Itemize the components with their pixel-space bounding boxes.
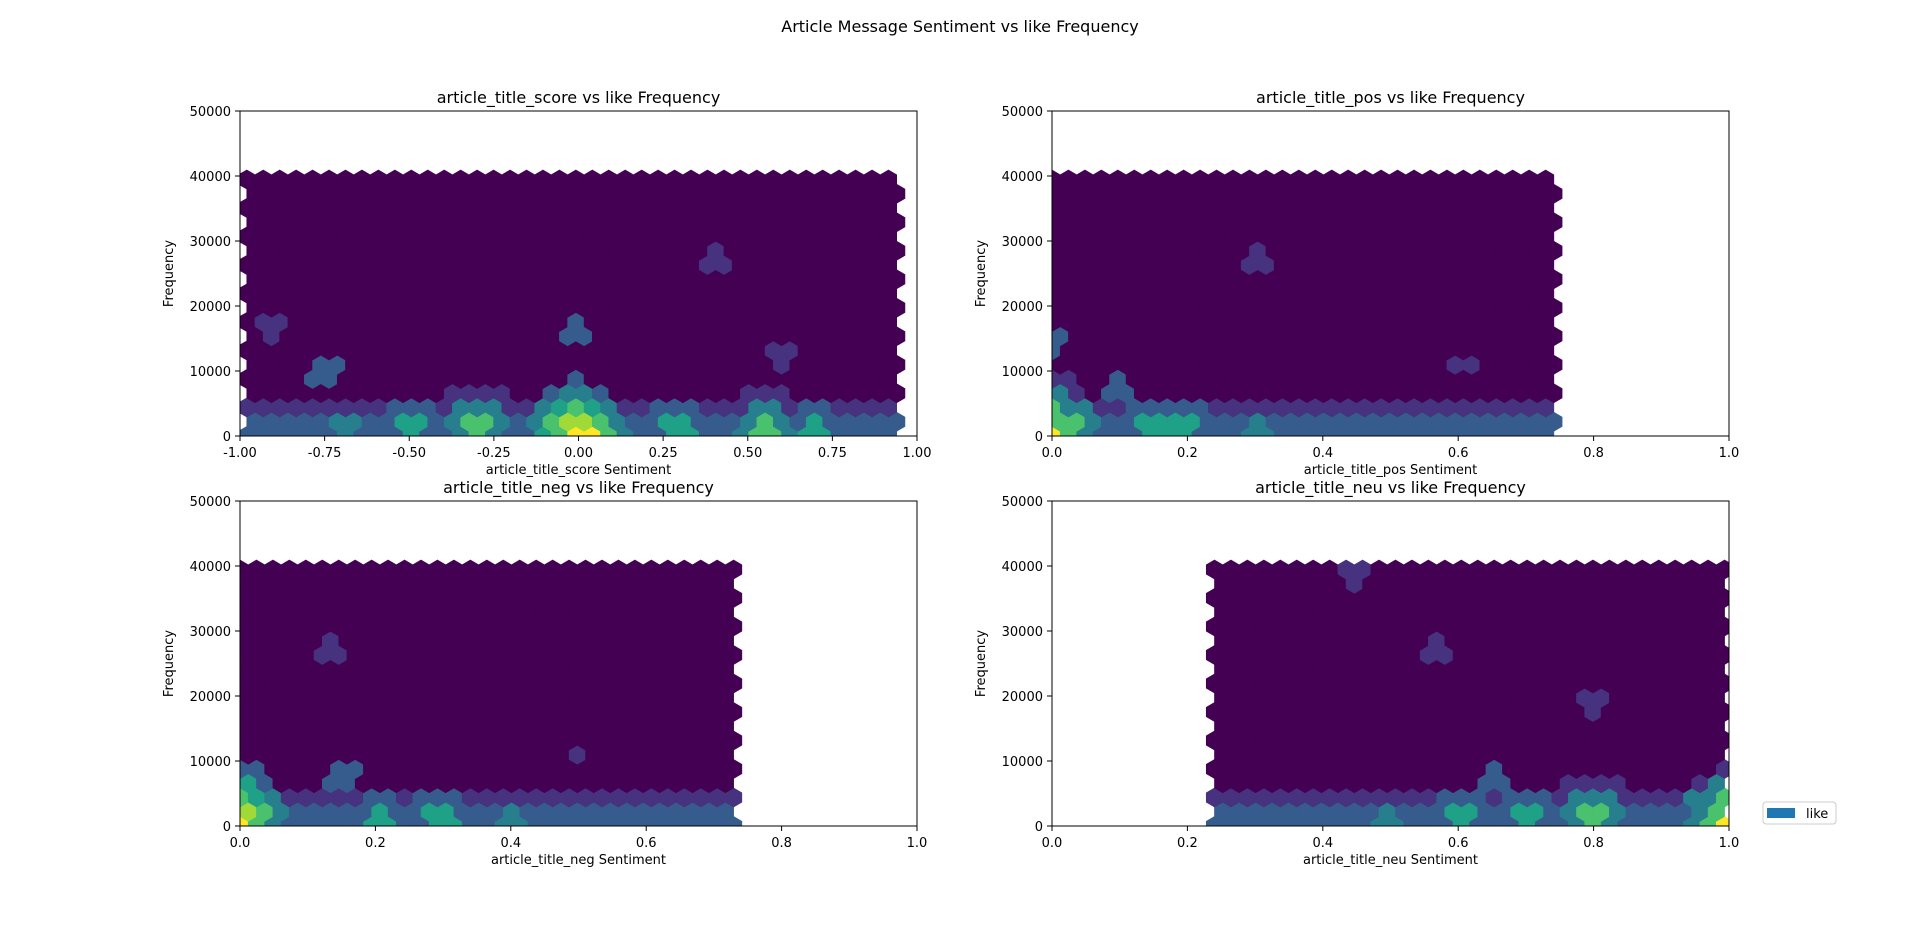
- x-tick-label: 0.75: [818, 446, 847, 461]
- x-tick-label: 0.0: [230, 836, 251, 851]
- y-tick-label: 10000: [190, 365, 231, 380]
- hexbin-cells: [1205, 559, 1729, 826]
- subplot-title: article_title_neg vs like Frequency: [443, 478, 714, 498]
- x-tick-label: 0.25: [649, 446, 678, 461]
- y-tick-label: 50000: [190, 495, 231, 510]
- subplot-title: article_title_neu vs like Frequency: [1255, 478, 1526, 498]
- y-axis-label: Frequency: [162, 630, 177, 697]
- x-tick-label: 0.6: [1448, 446, 1469, 461]
- y-tick-label: 0: [1035, 430, 1043, 445]
- y-tick-label: 30000: [190, 235, 231, 250]
- hexbin-cell: [879, 169, 898, 190]
- x-tick-label: 0.6: [636, 836, 657, 851]
- x-tick-label: -1.00: [223, 446, 257, 461]
- x-tick-label: 0.2: [1177, 836, 1198, 851]
- y-tick-label: 20000: [190, 300, 231, 315]
- x-tick-label: 0.2: [365, 836, 386, 851]
- x-tick-label: -0.25: [477, 446, 511, 461]
- x-tick-label: 0.00: [564, 446, 593, 461]
- y-axis-label: Frequency: [974, 240, 989, 307]
- x-tick-label: -0.75: [308, 446, 342, 461]
- subplot-1: -1.00 -0.75 -0.50 -0.25 0.00 0.25 0.50 0.75 1.00…: [162, 88, 931, 478]
- x-tick-label: 0.0: [1042, 446, 1063, 461]
- legend-swatch: [1767, 808, 1795, 818]
- x-tick-label: 1.0: [907, 836, 928, 851]
- hexbin-cell: [1537, 169, 1555, 190]
- x-tick-label: 0.0: [1042, 836, 1063, 851]
- subplot-4: 0.0 0.2 0.4 0.6 0.8 1.0 0 10000 20000 30000 40000 5…: [974, 478, 1739, 868]
- hexbin-cells: [1052, 169, 1563, 436]
- y-tick-label: 0: [223, 820, 231, 835]
- axes-frame: [1051, 110, 1730, 437]
- subplot-3: 0.0 0.2 0.4 0.6 0.8 1.0 0 10000 20000 30000 40000 5…: [162, 478, 927, 868]
- hexbin-cell: [725, 559, 743, 580]
- x-tick-label: 0.8: [1583, 836, 1604, 851]
- x-axis-label: article_title_score Sentiment: [486, 463, 671, 478]
- axes-frame: [239, 500, 918, 827]
- legend-label: like: [1806, 807, 1828, 822]
- subplot-grid: -1.00 -0.75 -0.50 -0.25 0.00 0.25 0.50 0.75 1.00…: [162, 88, 1739, 868]
- hexbin-cell: [240, 816, 249, 826]
- x-tick-label: 1.00: [903, 446, 932, 461]
- y-tick-label: 40000: [1002, 560, 1043, 575]
- y-tick-label: 10000: [190, 755, 231, 770]
- x-tick-label: 0.8: [771, 836, 792, 851]
- subplot-title: article_title_score vs like Frequency: [437, 88, 721, 108]
- legend: like: [1762, 801, 1837, 825]
- y-tick-label: 40000: [190, 170, 231, 185]
- x-tick-label: 0.2: [1177, 446, 1198, 461]
- x-tick-label: 0.4: [1312, 836, 1333, 851]
- x-tick-label: 0.50: [733, 446, 762, 461]
- x-tick-label: 0.6: [1448, 836, 1469, 851]
- figure-title: Article Message Sentiment vs like Freque…: [781, 17, 1138, 36]
- axes-frame: [1051, 500, 1730, 827]
- subplot-title: article_title_pos vs like Frequency: [1256, 88, 1525, 108]
- y-tick-label: 20000: [1002, 690, 1043, 705]
- x-tick-label: -0.50: [392, 446, 426, 461]
- x-axis-label: article_title_neu Sentiment: [1303, 853, 1478, 868]
- legend-frame: [1762, 801, 1837, 825]
- x-tick-label: 1.0: [1719, 446, 1740, 461]
- y-tick-label: 30000: [1002, 625, 1043, 640]
- x-tick-label: 0.8: [1583, 446, 1604, 461]
- y-tick-label: 40000: [190, 560, 231, 575]
- x-tick-label: 0.4: [1312, 446, 1333, 461]
- hexbin-cell: [1052, 426, 1061, 436]
- y-tick-label: 40000: [1002, 170, 1043, 185]
- y-tick-label: 50000: [1002, 495, 1043, 510]
- hexbin-cells: [240, 559, 743, 826]
- y-axis-label: Frequency: [974, 630, 989, 697]
- y-tick-label: 30000: [1002, 235, 1043, 250]
- y-tick-label: 10000: [1002, 365, 1043, 380]
- x-tick-label: 1.0: [1719, 836, 1740, 851]
- subplot-2: 0.0 0.2 0.4 0.6 0.8 1.0 0 10000 20000 30000 40000 5…: [974, 88, 1739, 478]
- y-axis-label: Frequency: [162, 240, 177, 307]
- y-tick-label: 0: [1035, 820, 1043, 835]
- y-tick-label: 20000: [1002, 300, 1043, 315]
- hexbin-cell: [1716, 559, 1729, 580]
- hexbin-cells: [240, 169, 906, 436]
- y-tick-label: 20000: [190, 690, 231, 705]
- y-tick-label: 10000: [1002, 755, 1043, 770]
- y-tick-label: 50000: [1002, 105, 1043, 120]
- y-tick-label: 0: [223, 430, 231, 445]
- x-tick-label: 0.4: [500, 836, 521, 851]
- y-tick-label: 50000: [190, 105, 231, 120]
- x-axis-label: article_title_pos Sentiment: [1304, 463, 1478, 478]
- x-axis-label: article_title_neg Sentiment: [491, 853, 666, 868]
- y-tick-label: 30000: [190, 625, 231, 640]
